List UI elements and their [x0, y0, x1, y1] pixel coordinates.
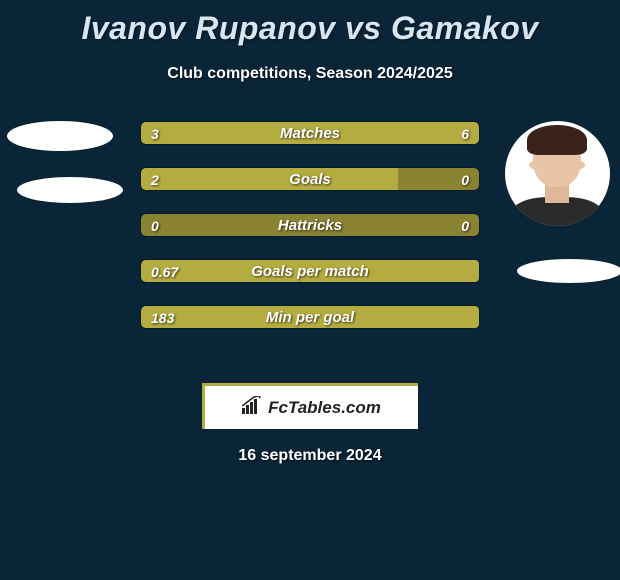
subtitle: Club competitions, Season 2024/2025 — [0, 65, 620, 83]
bar-row: 0.67 Goals per match — [140, 259, 480, 283]
bar-label: Goals per match — [141, 260, 479, 283]
value-right: 6 — [461, 122, 469, 145]
player-right-avatar-placeholder — [517, 259, 620, 283]
comparison-chart: 3 Matches 6 2 Goals 0 0 Hattricks 0 0.67… — [0, 121, 620, 361]
chart-icon — [242, 396, 264, 419]
bar-row: 3 Matches 6 — [140, 121, 480, 145]
player-left-avatar-placeholder — [17, 177, 123, 203]
bar-label: Min per goal — [141, 306, 479, 329]
bar-row: 183 Min per goal — [140, 305, 480, 329]
brand-logo[interactable]: FcTables.com — [202, 383, 418, 429]
bars-container: 3 Matches 6 2 Goals 0 0 Hattricks 0 0.67… — [140, 121, 480, 351]
date-label: 16 september 2024 — [0, 447, 620, 465]
bar-label: Hattricks — [141, 214, 479, 237]
brand-text: FcTables.com — [268, 398, 381, 418]
value-right: 0 — [461, 168, 469, 191]
bar-row: 2 Goals 0 — [140, 167, 480, 191]
bar-row: 0 Hattricks 0 — [140, 213, 480, 237]
bar-label: Matches — [141, 122, 479, 145]
player-left-avatar — [7, 121, 113, 151]
page-title: Ivanov Rupanov vs Gamakov — [0, 0, 620, 47]
player-right-avatar — [505, 121, 610, 226]
bar-label: Goals — [141, 168, 479, 191]
value-right: 0 — [461, 214, 469, 237]
